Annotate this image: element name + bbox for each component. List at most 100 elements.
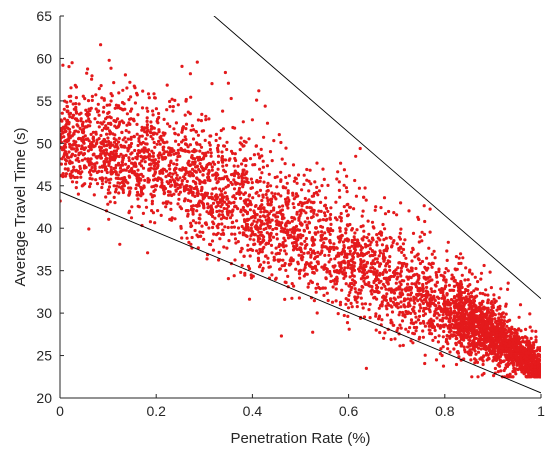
data-point [120, 163, 125, 167]
data-point [183, 113, 187, 117]
data-point [137, 193, 141, 197]
data-point [236, 240, 240, 244]
data-point [257, 265, 262, 269]
data-point [83, 97, 87, 101]
data-point [441, 345, 445, 349]
data-point [261, 214, 266, 218]
data-point [75, 123, 79, 127]
data-point [219, 189, 223, 193]
data-point [329, 222, 333, 226]
data-point [437, 334, 441, 338]
data-point [183, 188, 188, 192]
data-point [347, 284, 351, 288]
data-point [421, 270, 425, 275]
data-point [132, 84, 136, 88]
data-point [63, 142, 67, 147]
data-point [113, 201, 117, 205]
data-point [305, 167, 309, 172]
data-point [91, 130, 95, 134]
data-point [248, 254, 252, 258]
data-point [195, 176, 199, 180]
data-point [176, 133, 180, 137]
data-point [462, 290, 467, 295]
data-point [183, 197, 187, 201]
data-point [201, 230, 205, 234]
data-point [344, 227, 348, 231]
data-point [489, 312, 493, 316]
data-point [530, 370, 534, 375]
data-point [438, 352, 442, 356]
data-point [431, 324, 435, 328]
data-point [310, 267, 314, 271]
data-point [314, 290, 318, 294]
data-point [481, 332, 485, 336]
data-point [281, 258, 285, 262]
data-point [149, 192, 153, 196]
data-point [129, 135, 133, 139]
data-point [242, 218, 247, 222]
data-point [317, 189, 321, 193]
data-point [382, 298, 386, 302]
data-point [528, 325, 532, 329]
data-point [260, 154, 264, 158]
data-point [359, 262, 363, 267]
data-point [479, 324, 483, 328]
data-point [207, 226, 211, 230]
data-point [308, 168, 312, 172]
data-point [104, 180, 108, 184]
data-point [63, 127, 67, 131]
data-point [398, 237, 402, 241]
data-point [361, 285, 365, 289]
data-point [259, 147, 263, 151]
data-point [189, 242, 193, 246]
data-point [195, 155, 200, 160]
data-point [230, 182, 234, 186]
data-point [349, 266, 353, 270]
data-point [481, 299, 485, 303]
data-point [239, 249, 243, 253]
data-point [479, 356, 483, 360]
data-point [121, 188, 125, 192]
data-point [274, 226, 278, 230]
data-point [484, 340, 488, 344]
data-point [499, 369, 503, 373]
data-point [452, 319, 456, 323]
data-point [342, 276, 346, 280]
data-point [126, 137, 130, 141]
data-point [158, 142, 162, 146]
data-point [152, 194, 156, 198]
data-point [225, 207, 229, 211]
x-axis-label: Penetration Rate (%) [230, 430, 370, 447]
data-point [472, 323, 476, 327]
data-point [215, 200, 219, 204]
data-point [500, 329, 504, 333]
data-point [291, 202, 295, 206]
data-point [180, 236, 184, 240]
data-point [466, 313, 470, 317]
data-point [244, 200, 248, 204]
data-point [416, 215, 420, 219]
data-point [452, 330, 456, 334]
data-point [323, 253, 327, 257]
data-point [74, 96, 78, 100]
data-point [464, 295, 468, 299]
data-point [74, 129, 78, 133]
data-point [503, 336, 508, 340]
data-point [305, 225, 309, 229]
data-point [169, 193, 173, 197]
data-point [317, 209, 321, 213]
data-point [226, 178, 230, 182]
data-point [173, 184, 177, 188]
data-point [416, 318, 420, 322]
data-point [87, 160, 91, 165]
data-point [91, 137, 95, 141]
data-point [198, 143, 202, 147]
data-point [195, 209, 199, 213]
data-point [67, 65, 71, 69]
data-point [372, 226, 376, 230]
data-point [99, 84, 103, 88]
data-point [147, 148, 151, 152]
data-point [281, 185, 285, 189]
data-point [393, 297, 397, 301]
